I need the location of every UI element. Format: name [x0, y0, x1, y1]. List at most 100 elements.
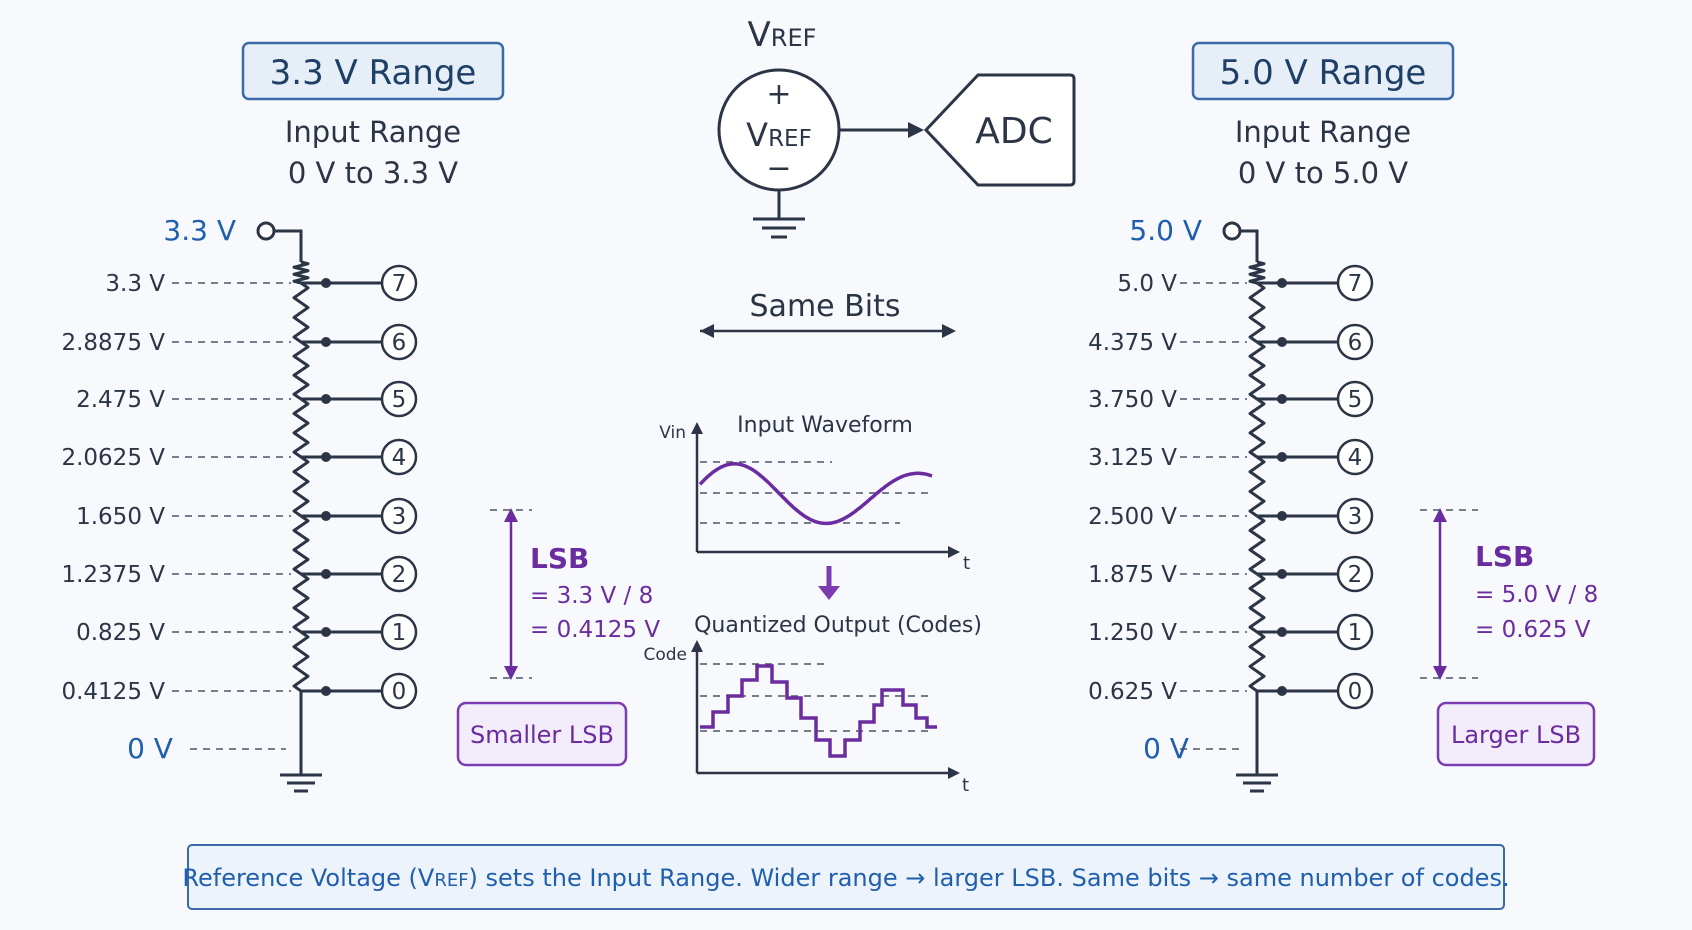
- code-label: 3: [1348, 504, 1363, 530]
- tap-node-dot: [321, 511, 331, 521]
- resistor: [292, 572, 310, 634]
- input-waveform-plot: Input Waveform Vin t: [659, 413, 970, 574]
- output-title: Quantized Output (Codes): [694, 613, 982, 638]
- vref-inner-label: VREF: [746, 116, 812, 154]
- code-circle: [380, 555, 418, 593]
- left-title-box: [241, 41, 505, 101]
- tap-node-dot: [1277, 337, 1287, 347]
- right-panel: 5.0 V Range Input Range 0 V to 5.0 V 5.0…: [1088, 41, 1598, 793]
- tap-node-dot: [321, 337, 331, 347]
- right-lsb-title: LSB: [1475, 540, 1534, 573]
- code-circle: [1336, 380, 1374, 418]
- footer-text: Reference Voltage (VREF) sets the Input …: [182, 864, 1509, 892]
- resistor: [1248, 572, 1266, 634]
- input-sine-wave: [698, 462, 933, 526]
- code-label: 7: [1348, 271, 1363, 297]
- tap-voltage-label: 1.875 V: [1088, 562, 1177, 588]
- quantized-output-plot: Quantized Output (Codes) Code t: [643, 613, 981, 796]
- input-y-axis-arrow: [691, 422, 703, 434]
- left-badge-box: [456, 701, 628, 767]
- right-resistor-ladder: 5.0 V 7 4.375 V 6 3.750 V 5 3.125 V 4 2.500 V 3 1.…: [1088, 260, 1374, 710]
- tap-node-dot: [1277, 394, 1287, 404]
- tap-voltage-label: 0.625 V: [1088, 679, 1177, 705]
- code-circle: [1336, 264, 1374, 302]
- right-title-box: [1191, 41, 1455, 101]
- same-bits-right-arrow: [942, 324, 956, 338]
- vref-minus: −: [766, 151, 791, 186]
- same-bits-label: Same Bits: [750, 289, 901, 324]
- resistor: [1248, 281, 1266, 344]
- left-range-value: 0 V to 3.3 V: [288, 156, 458, 190]
- tap-voltage-label: 1.250 V: [1088, 620, 1177, 646]
- output-axis-y-label: Code: [643, 645, 687, 665]
- tap-voltage-label: 5.0 V: [1117, 271, 1177, 297]
- code-circle: [380, 672, 418, 710]
- code-circle: [1336, 438, 1374, 476]
- down-arrow-icon: [818, 566, 840, 600]
- left-lsb-formula: = 3.3 V / 8: [530, 583, 653, 609]
- code-circle: [380, 497, 418, 535]
- vref-source: VREF + VREF −: [717, 15, 924, 239]
- tap-node-dot: [321, 278, 331, 288]
- left-title: 3.3 V Range: [270, 53, 477, 93]
- resistor: [292, 397, 310, 459]
- same-bits: Same Bits: [700, 289, 956, 338]
- tap-node-dot: [1277, 569, 1287, 579]
- code-circle: [380, 438, 418, 476]
- output-y-axis-arrow: [691, 640, 703, 652]
- code-circle: [380, 613, 418, 651]
- tap-voltage-label: 2.0625 V: [61, 445, 165, 471]
- code-label: 2: [1348, 562, 1363, 588]
- right-lsb-formula: = 5.0 V / 8: [1475, 582, 1598, 608]
- code-label: 1: [392, 620, 407, 646]
- code-label: 0: [1348, 679, 1363, 705]
- code-label: 0: [392, 679, 407, 705]
- adc-label: ADC: [975, 111, 1052, 152]
- output-x-axis-arrow: [948, 767, 960, 779]
- input-waveform-title: Input Waveform: [737, 413, 913, 438]
- tap-node-dot: [1277, 627, 1287, 637]
- resistor: [292, 514, 310, 576]
- left-range-label: Input Range: [285, 115, 461, 149]
- tap-node-dot: [321, 452, 331, 462]
- tap-node-dot: [321, 686, 331, 696]
- tap-voltage-label: 2.475 V: [76, 387, 165, 413]
- tap-node-dot: [1277, 452, 1287, 462]
- footer-box: [187, 844, 1505, 910]
- code-circle: [380, 380, 418, 418]
- left-badge: Smaller LSB: [470, 721, 614, 749]
- adc-shape: [923, 73, 1076, 187]
- resistor: [292, 260, 310, 285]
- output-axis-x-label: t: [962, 775, 969, 796]
- code-circle: [1336, 323, 1374, 361]
- tap-node-dot: [321, 569, 331, 579]
- left-panel: 3.3 V Range Input Range 0 V to 3.3 V 3.3…: [61, 41, 660, 793]
- resistor: [292, 630, 310, 693]
- left-bottom-node-label: 0 V: [127, 732, 173, 765]
- same-bits-left-arrow: [700, 324, 714, 338]
- code-circle: [1336, 497, 1374, 535]
- vref-heading: VREF: [748, 15, 817, 55]
- left-lsb-title: LSB: [530, 542, 589, 575]
- right-top-node-label: 5.0 V: [1129, 214, 1202, 247]
- resistor: [292, 455, 310, 518]
- vref-to-adc-arrow: [908, 122, 924, 138]
- left-lsb-annotation: LSB = 3.3 V / 8 = 0.4125 V: [490, 508, 660, 680]
- code-label: 2: [392, 562, 407, 588]
- tap-voltage-label: 3.750 V: [1088, 387, 1177, 413]
- right-badge: Larger LSB: [1451, 721, 1581, 749]
- code-circle: [380, 323, 418, 361]
- right-title: 5.0 V Range: [1220, 53, 1427, 93]
- right-lsb-annotation: LSB = 5.0 V / 8 = 0.625 V: [1420, 508, 1598, 680]
- tap-voltage-label: 3.3 V: [105, 271, 165, 297]
- resistor: [1248, 455, 1266, 518]
- resistor: [1248, 340, 1266, 401]
- tap-voltage-label: 3.125 V: [1088, 445, 1177, 471]
- left-top-terminal: [256, 221, 276, 241]
- left-top-wire: [274, 229, 303, 262]
- vref-plus: +: [766, 77, 791, 112]
- code-label: 5: [1348, 387, 1363, 413]
- code-label: 4: [392, 445, 407, 471]
- vref-ground-icon: [753, 217, 805, 239]
